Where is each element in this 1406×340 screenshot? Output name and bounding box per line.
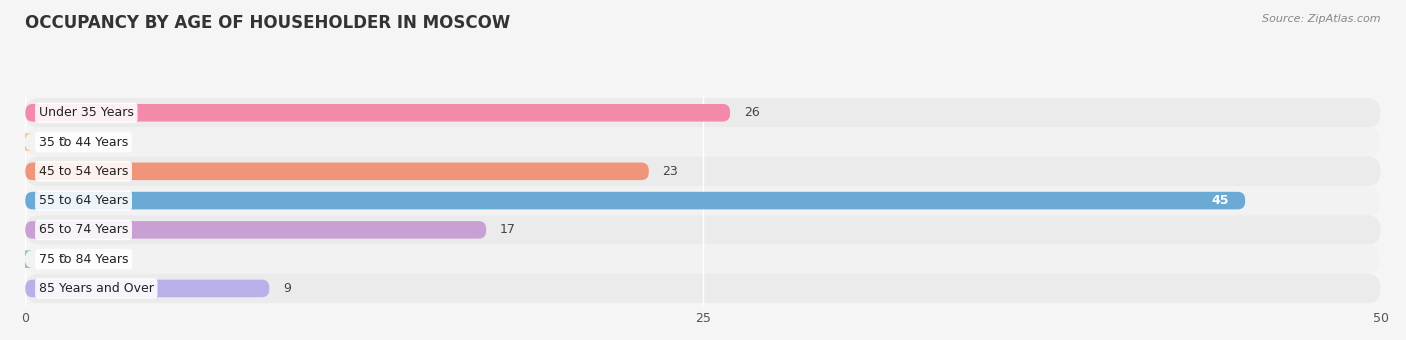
Text: 23: 23 xyxy=(662,165,678,178)
Text: 9: 9 xyxy=(283,282,291,295)
FancyBboxPatch shape xyxy=(25,186,1381,215)
Text: 0: 0 xyxy=(58,253,66,266)
FancyBboxPatch shape xyxy=(25,221,486,239)
Text: 75 to 84 Years: 75 to 84 Years xyxy=(39,253,128,266)
FancyBboxPatch shape xyxy=(25,279,270,297)
Text: 26: 26 xyxy=(744,106,759,119)
FancyBboxPatch shape xyxy=(25,215,1381,244)
FancyBboxPatch shape xyxy=(25,157,1381,186)
Text: 65 to 74 Years: 65 to 74 Years xyxy=(39,223,128,236)
Text: 45 to 54 Years: 45 to 54 Years xyxy=(39,165,128,178)
FancyBboxPatch shape xyxy=(18,133,32,151)
FancyBboxPatch shape xyxy=(25,98,1381,128)
FancyBboxPatch shape xyxy=(25,192,1246,209)
Text: 0: 0 xyxy=(58,136,66,149)
Text: 45: 45 xyxy=(1212,194,1229,207)
Text: 55 to 64 Years: 55 to 64 Years xyxy=(39,194,128,207)
FancyBboxPatch shape xyxy=(25,163,648,180)
FancyBboxPatch shape xyxy=(25,274,1381,303)
FancyBboxPatch shape xyxy=(25,244,1381,274)
FancyBboxPatch shape xyxy=(25,104,730,122)
Text: 35 to 44 Years: 35 to 44 Years xyxy=(39,136,128,149)
Text: Under 35 Years: Under 35 Years xyxy=(39,106,134,119)
FancyBboxPatch shape xyxy=(18,250,32,268)
Text: OCCUPANCY BY AGE OF HOUSEHOLDER IN MOSCOW: OCCUPANCY BY AGE OF HOUSEHOLDER IN MOSCO… xyxy=(25,14,510,32)
Text: 85 Years and Over: 85 Years and Over xyxy=(39,282,153,295)
FancyBboxPatch shape xyxy=(25,128,1381,157)
Text: Source: ZipAtlas.com: Source: ZipAtlas.com xyxy=(1263,14,1381,23)
Text: 17: 17 xyxy=(499,223,516,236)
